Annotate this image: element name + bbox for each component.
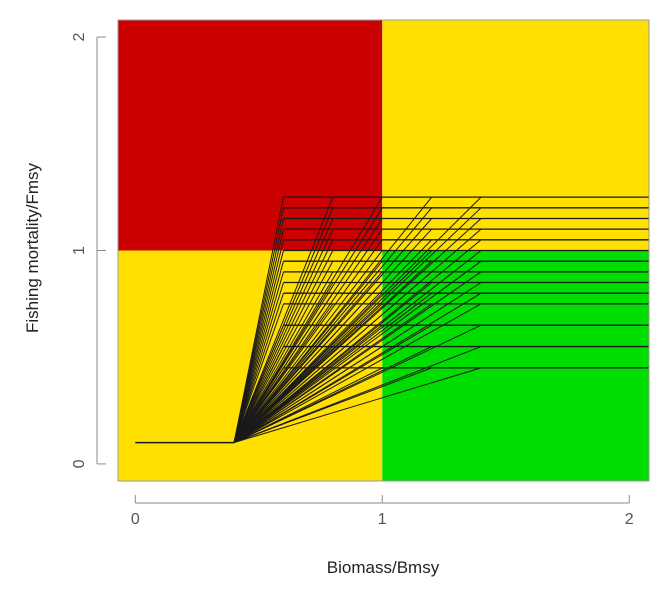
x-tick-label-2: 2 bbox=[625, 511, 634, 528]
ramp-line-2-4 bbox=[233, 324, 482, 444]
ramp-line-9-4 bbox=[233, 239, 482, 443]
y-axis: 0 1 2 bbox=[71, 33, 106, 468]
ramp-line-13-3 bbox=[233, 196, 433, 443]
ramp-line-4-3 bbox=[233, 292, 432, 443]
ramp-line-9-3 bbox=[233, 239, 433, 443]
ramp-line-10-1 bbox=[233, 228, 334, 443]
quadrant-1 bbox=[382, 20, 649, 251]
ramp-line-0-4 bbox=[233, 367, 482, 444]
ramp-line-12-1 bbox=[233, 207, 334, 443]
ramp-line-11-3 bbox=[233, 218, 433, 443]
ramp-line-12-3 bbox=[233, 207, 433, 443]
plot-border bbox=[117, 19, 650, 482]
ramp-line-11-4 bbox=[233, 218, 482, 443]
ramp-line-3-0 bbox=[233, 303, 284, 443]
quadrant-3 bbox=[382, 250, 649, 481]
control-rule-lines bbox=[135, 196, 649, 444]
x-axis-title: Biomass/Bmsy bbox=[327, 558, 440, 577]
ramp-line-4-4 bbox=[233, 292, 482, 444]
x-tick-label-0: 0 bbox=[131, 511, 140, 528]
ramp-line-10-3 bbox=[233, 228, 433, 443]
ramp-line-6-4 bbox=[233, 271, 482, 443]
ramp-line-13-2 bbox=[233, 196, 383, 443]
y-axis-title: Fishing mortality/Fmsy bbox=[23, 162, 42, 333]
ramp-line-8-4 bbox=[233, 250, 482, 443]
ramp-line-12-4 bbox=[233, 207, 482, 443]
ramp-line-13-4 bbox=[233, 196, 482, 443]
ramp-line-9-1 bbox=[233, 239, 334, 443]
x-axis: 0 1 2 bbox=[131, 495, 634, 528]
ramp-line-10-2 bbox=[233, 228, 383, 443]
ramp-line-7-1 bbox=[233, 260, 334, 443]
ramp-line-9-2 bbox=[233, 239, 383, 443]
ramp-line-8-3 bbox=[233, 250, 433, 443]
ramp-line-8-2 bbox=[233, 250, 383, 443]
ramp-line-11-1 bbox=[233, 218, 334, 443]
ramp-line-13-0 bbox=[233, 197, 284, 443]
ramp-line-8-1 bbox=[233, 250, 334, 443]
ramp-line-3-4 bbox=[233, 303, 482, 444]
ramp-line-5-4 bbox=[233, 282, 482, 444]
y-tick-label-2: 2 bbox=[71, 33, 88, 42]
ramp-line-11-2 bbox=[233, 218, 383, 443]
ramp-line-10-4 bbox=[233, 228, 482, 443]
y-tick-label-0: 0 bbox=[71, 459, 88, 468]
ramp-line-1-4 bbox=[233, 346, 482, 444]
y-tick-label-1: 1 bbox=[71, 246, 88, 255]
ramp-line-7-4 bbox=[233, 260, 482, 443]
ramp-line-12-2 bbox=[233, 207, 383, 443]
ramp-line-13-1 bbox=[233, 196, 334, 443]
quadrant-0 bbox=[118, 20, 383, 251]
ramp-line-6-1 bbox=[233, 271, 334, 443]
x-tick-label-1: 1 bbox=[378, 511, 387, 528]
ramp-line-4-0 bbox=[233, 293, 284, 443]
